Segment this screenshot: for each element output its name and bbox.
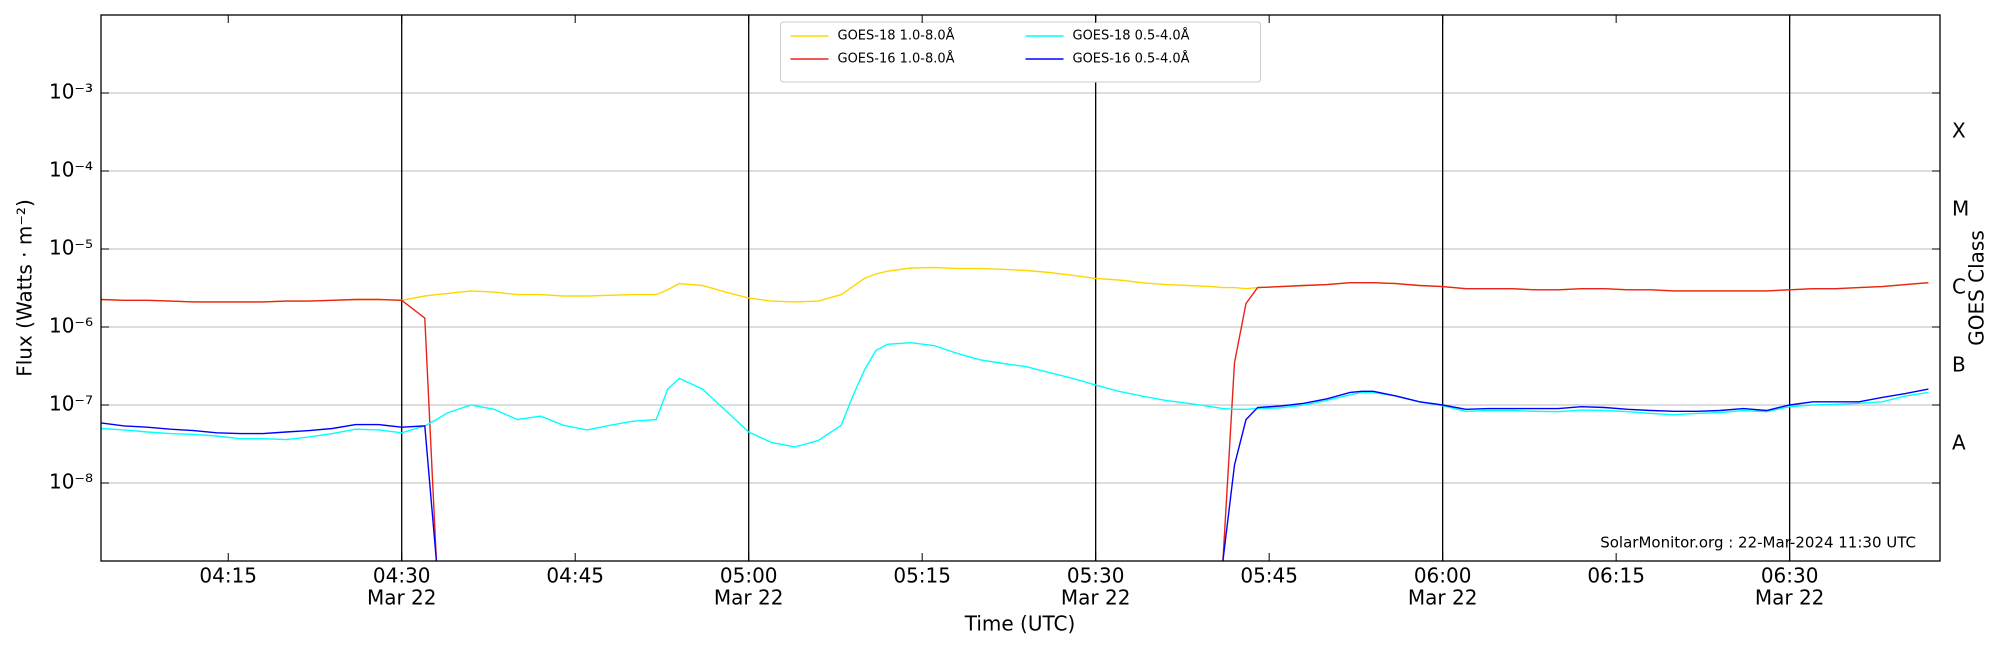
annotation: SolarMonitor.org : 22-Mar-2024 11:30 UTC xyxy=(1600,534,1916,552)
series-line xyxy=(101,341,1929,448)
x-tick-label: 04:15 xyxy=(199,564,257,588)
y-tick-label: 10⁻⁸ xyxy=(49,470,93,494)
goes-class-label: C xyxy=(1952,275,1966,299)
y-tick-label: 10⁻⁵ xyxy=(49,236,93,260)
x-tick-date: Mar 22 xyxy=(1061,586,1131,610)
series-line xyxy=(101,282,1929,561)
series-line xyxy=(101,266,1929,303)
y-axis-label: Flux (Watts · m⁻²) xyxy=(13,199,37,377)
legend-label: GOES-16 1.0-8.0Å xyxy=(838,51,955,67)
x-tick-date: Mar 22 xyxy=(1755,586,1825,610)
legend-label: GOES-16 0.5-4.0Å xyxy=(1073,51,1190,67)
x-tick-label: 05:00 xyxy=(720,564,778,588)
x-tick-label: 06:00 xyxy=(1414,564,1472,588)
legend-box xyxy=(780,21,1261,83)
x-tick-label: 05:30 xyxy=(1067,564,1125,588)
y-tick-label: 10⁻⁷ xyxy=(49,392,93,416)
x-tick-label: 04:30 xyxy=(373,564,431,588)
x-axis-label: Time (UTC) xyxy=(964,612,1076,636)
plot-frame xyxy=(100,14,1941,562)
y-tick-label: 10⁻³ xyxy=(49,80,93,104)
legend-label: GOES-18 1.0-8.0Å xyxy=(838,28,955,44)
goes-class-label: X xyxy=(1952,119,1966,143)
legend: GOES-18 1.0-8.0Å GOES-16 1.0-8.0Å GOES-18 … xyxy=(780,21,1261,83)
x-tick-date: Mar 22 xyxy=(367,586,437,610)
goes-class-label: A xyxy=(1952,431,1966,455)
y-tick-label: 10⁻⁴ xyxy=(49,158,93,182)
x-tick-label: 05:45 xyxy=(1240,564,1298,588)
goes-class-label: B xyxy=(1952,353,1966,377)
x-tick-label: 04:45 xyxy=(546,564,604,588)
x-tick-label: 06:30 xyxy=(1761,564,1819,588)
y-tick-label: 10⁻⁶ xyxy=(49,314,93,338)
legend-label: GOES-18 0.5-4.0Å xyxy=(1073,28,1190,44)
x-tick-date: Mar 22 xyxy=(1408,586,1478,610)
goes-class-label: M xyxy=(1952,197,1969,221)
y2-axis-label: GOES Class xyxy=(1965,230,1989,346)
x-tick-date: Mar 22 xyxy=(714,586,784,610)
grid xyxy=(101,15,1940,561)
x-tick-label: 06:15 xyxy=(1587,564,1645,588)
series-line xyxy=(101,388,1929,561)
x-tick-label: 05:15 xyxy=(893,564,951,588)
plot-lines xyxy=(101,266,1929,561)
